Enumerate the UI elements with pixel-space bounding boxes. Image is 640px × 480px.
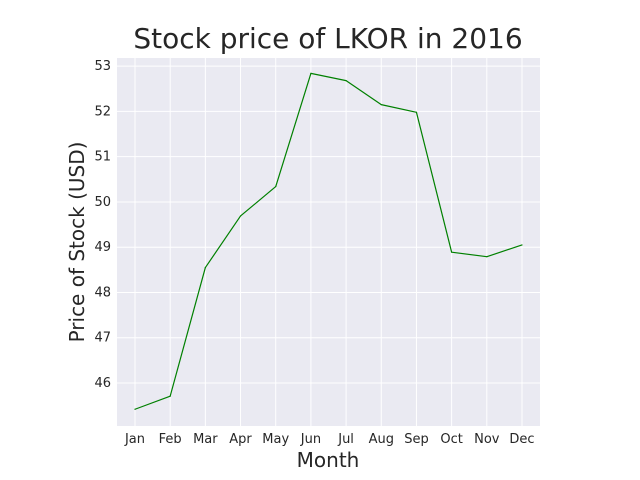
- data-point: [451, 251, 453, 253]
- y-tick-label: 48: [94, 285, 111, 300]
- x-tick-labels: Jan Feb Mar Apr May Jun Jul Aug Sep Oct Nov Dec: [124, 432, 535, 447]
- chart-title: Stock price of LKOR in 2016: [133, 22, 522, 55]
- data-point: [239, 215, 242, 217]
- y-tick-label: 51: [94, 150, 111, 165]
- x-tick-label: Jan: [124, 432, 145, 447]
- data-point: [204, 266, 206, 269]
- data-point: [521, 244, 523, 246]
- grid-lines: [117, 58, 540, 426]
- data-point: [345, 80, 347, 82]
- x-tick-label: Mar: [193, 432, 218, 447]
- y-tick-label: 53: [94, 59, 111, 74]
- x-tick-label: Oct: [440, 432, 462, 447]
- data-point: [380, 104, 382, 106]
- x-tick-label: Jul: [337, 432, 354, 447]
- series-layer: [134, 72, 523, 410]
- x-tick-label: May: [262, 432, 289, 447]
- data-point: [310, 72, 312, 74]
- plot-background: [117, 58, 540, 426]
- y-tick-label: 47: [94, 331, 111, 346]
- data-point: [486, 256, 488, 258]
- x-tick-label: Feb: [159, 432, 182, 447]
- data-point: [134, 408, 136, 410]
- y-axis-label: Price of Stock (USD): [65, 142, 89, 343]
- x-tick-label: Nov: [474, 432, 500, 447]
- y-tick-label: 46: [94, 376, 111, 391]
- series-line: [134, 72, 523, 410]
- x-axis-label: Month: [297, 448, 360, 472]
- data-point: [275, 185, 277, 188]
- y-tick-labels: 46 47 48 49 50 51 52 53: [94, 59, 111, 391]
- y-tick-label: 52: [94, 104, 111, 119]
- x-tick-label: Dec: [509, 432, 534, 447]
- x-tick-label: Sep: [404, 432, 429, 447]
- y-tick-label: 49: [94, 240, 111, 255]
- y-tick-label: 50: [94, 195, 111, 210]
- data-point: [415, 111, 418, 113]
- x-tick-label: Aug: [369, 432, 394, 447]
- data-point: [169, 395, 171, 397]
- x-tick-label: Jun: [300, 432, 321, 447]
- x-tick-label: Apr: [229, 432, 252, 447]
